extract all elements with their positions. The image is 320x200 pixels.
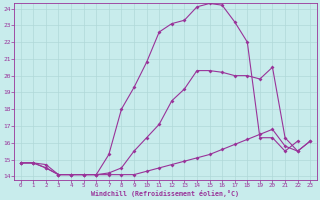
X-axis label: Windchill (Refroidissement éolien,°C): Windchill (Refroidissement éolien,°C)	[92, 190, 239, 197]
